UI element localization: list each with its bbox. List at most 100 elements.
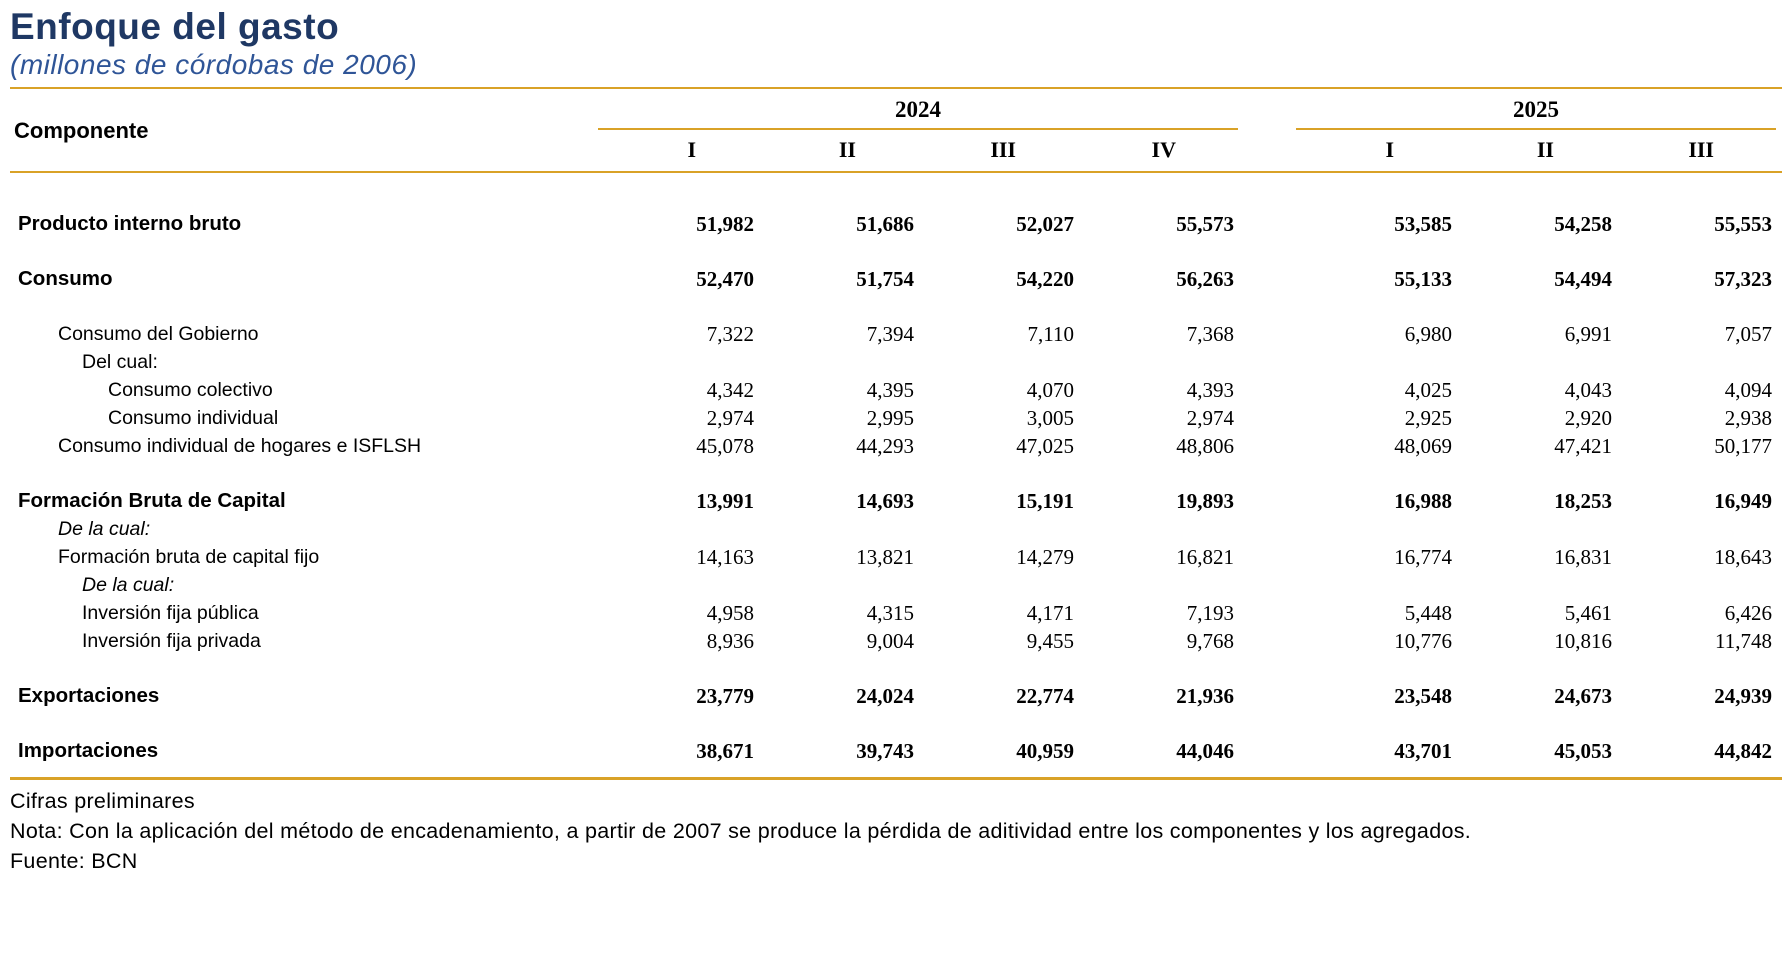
row-label: De la cual: [58, 517, 151, 540]
row-value: 19,893 [1176, 488, 1234, 513]
row-value: 48,806 [1176, 433, 1234, 458]
table-row: Exportaciones 23,779 24,024 22,774 21,936 23,… [10, 682, 1782, 710]
row-value: 4,395 [866, 377, 914, 402]
row-value: 9,004 [866, 628, 914, 653]
row-value: 7,057 [1724, 321, 1772, 346]
row-value: 53,585 [1394, 211, 1452, 236]
row-value: 3,005 [1026, 405, 1074, 430]
row-value: 4,315 [866, 600, 914, 625]
divider [10, 171, 1782, 173]
row-value: 4,171 [1026, 600, 1074, 625]
row-value: 47,025 [1016, 433, 1074, 458]
table-row: Formación Bruta de Capital 13,991 14,693 15… [10, 487, 1782, 515]
row-value: 7,322 [706, 321, 754, 346]
row-value: 4,094 [1724, 377, 1772, 402]
table-row: Formación bruta de capital fijo 14,163 13,… [10, 543, 1782, 571]
row-value: 9,455 [1026, 628, 1074, 653]
row-value: 16,831 [1554, 544, 1612, 569]
row-value: 2,925 [1404, 405, 1452, 430]
quarter-header: II [1536, 137, 1554, 162]
row-label: De la cual: [82, 573, 175, 596]
row-value: 4,025 [1404, 377, 1452, 402]
row-value: 9,768 [1186, 628, 1234, 653]
page-title: Enfoque del gasto [10, 6, 340, 47]
row-value: 2,974 [706, 405, 754, 430]
row-value: 14,163 [696, 544, 754, 569]
row-value: 24,024 [856, 683, 914, 708]
row-value: 2,920 [1564, 405, 1612, 430]
row-value: 48,069 [1394, 433, 1452, 458]
quarter-header: I [687, 137, 696, 162]
row-value: 6,980 [1404, 321, 1452, 346]
row-value: 45,078 [696, 433, 754, 458]
row-value: 47,421 [1554, 433, 1612, 458]
row-label: Formación bruta de capital fijo [58, 545, 320, 568]
row-value: 43,701 [1394, 738, 1452, 763]
row-label: Consumo del Gobierno [58, 322, 259, 345]
table-footnotes: Cifras preliminares Nota: Con la aplicac… [10, 780, 1782, 876]
row-value: 10,816 [1554, 628, 1612, 653]
table-row: De la cual: [10, 515, 1782, 543]
row-value: 4,958 [706, 600, 754, 625]
quarter-header: I [1385, 137, 1394, 162]
table-header: Componente 2024 2025 I II III IV I II II… [10, 89, 1782, 171]
row-label: Exportaciones [18, 684, 160, 707]
table-row: Consumo individual 2,974 2,995 3,005 2,974 2,… [10, 404, 1782, 432]
row-value: 54,494 [1554, 266, 1612, 291]
row-value: 52,027 [1016, 211, 1074, 236]
row-value: 18,253 [1554, 488, 1612, 513]
row-value: 7,193 [1186, 600, 1234, 625]
row-value: 24,673 [1554, 683, 1612, 708]
row-value: 15,191 [1016, 488, 1074, 513]
row-value: 24,939 [1714, 683, 1772, 708]
row-value: 4,342 [706, 377, 754, 402]
row-value: 16,821 [1176, 544, 1234, 569]
row-value: 10,776 [1394, 628, 1452, 653]
footnote-nota: Nota: Con la aplicación del método de en… [10, 819, 1472, 843]
row-value: 54,220 [1016, 266, 1074, 291]
row-value: 13,821 [856, 544, 914, 569]
component-column-header: Componente [14, 118, 149, 143]
row-value: 7,394 [866, 321, 914, 346]
table-body: Producto interno bruto 51,982 51,686 52,027… [10, 173, 1782, 777]
row-value: 14,693 [856, 488, 914, 513]
row-label: Consumo individual [108, 406, 279, 429]
row-label: Producto interno bruto [18, 212, 242, 235]
row-value: 51,754 [856, 266, 914, 291]
row-value: 55,573 [1176, 211, 1234, 236]
row-value: 2,938 [1724, 405, 1772, 430]
row-value: 55,553 [1714, 211, 1772, 236]
row-value: 51,686 [856, 211, 914, 236]
quarter-header: II [838, 137, 856, 162]
table-row: Producto interno bruto 51,982 51,686 52,027… [10, 210, 1782, 238]
row-value: 18,643 [1714, 544, 1772, 569]
row-label: Formación Bruta de Capital [18, 489, 286, 512]
footnote-source: Fuente: BCN [10, 849, 138, 873]
row-value: 55,133 [1394, 266, 1452, 291]
row-label: Consumo [18, 267, 113, 290]
table-row: Consumo individual de hogares e ISFLSH 45… [10, 432, 1782, 460]
page-subtitle: (millones de córdobas de 2006) [10, 49, 418, 80]
table-row: Importaciones 38,671 39,743 40,959 44,046 43,… [10, 737, 1782, 765]
row-value: 44,046 [1176, 738, 1234, 763]
row-value: 16,988 [1394, 488, 1452, 513]
table-row: Consumo colectivo 4,342 4,395 4,070 4,393 4,0… [10, 376, 1782, 404]
row-value: 4,393 [1186, 377, 1234, 402]
table-row: De la cual: [10, 571, 1782, 599]
row-label: Importaciones [18, 739, 159, 762]
row-value: 52,470 [696, 266, 754, 291]
divider [10, 777, 1782, 780]
row-value: 2,974 [1186, 405, 1234, 430]
row-value: 38,671 [696, 738, 754, 763]
row-value: 21,936 [1176, 683, 1234, 708]
table-row: Del cual: [10, 348, 1782, 376]
footnote-preliminary: Cifras preliminares [10, 789, 195, 813]
row-value: 16,949 [1714, 488, 1772, 513]
table-row: Inversión fija pública 4,958 4,315 4,171 7,1… [10, 599, 1782, 627]
row-value: 5,448 [1404, 600, 1452, 625]
row-label: Consumo individual de hogares e ISFLSH [58, 434, 422, 457]
row-value: 7,110 [1027, 321, 1074, 346]
row-value: 39,743 [856, 738, 914, 763]
row-value: 56,263 [1176, 266, 1234, 291]
row-value: 51,982 [696, 211, 754, 236]
